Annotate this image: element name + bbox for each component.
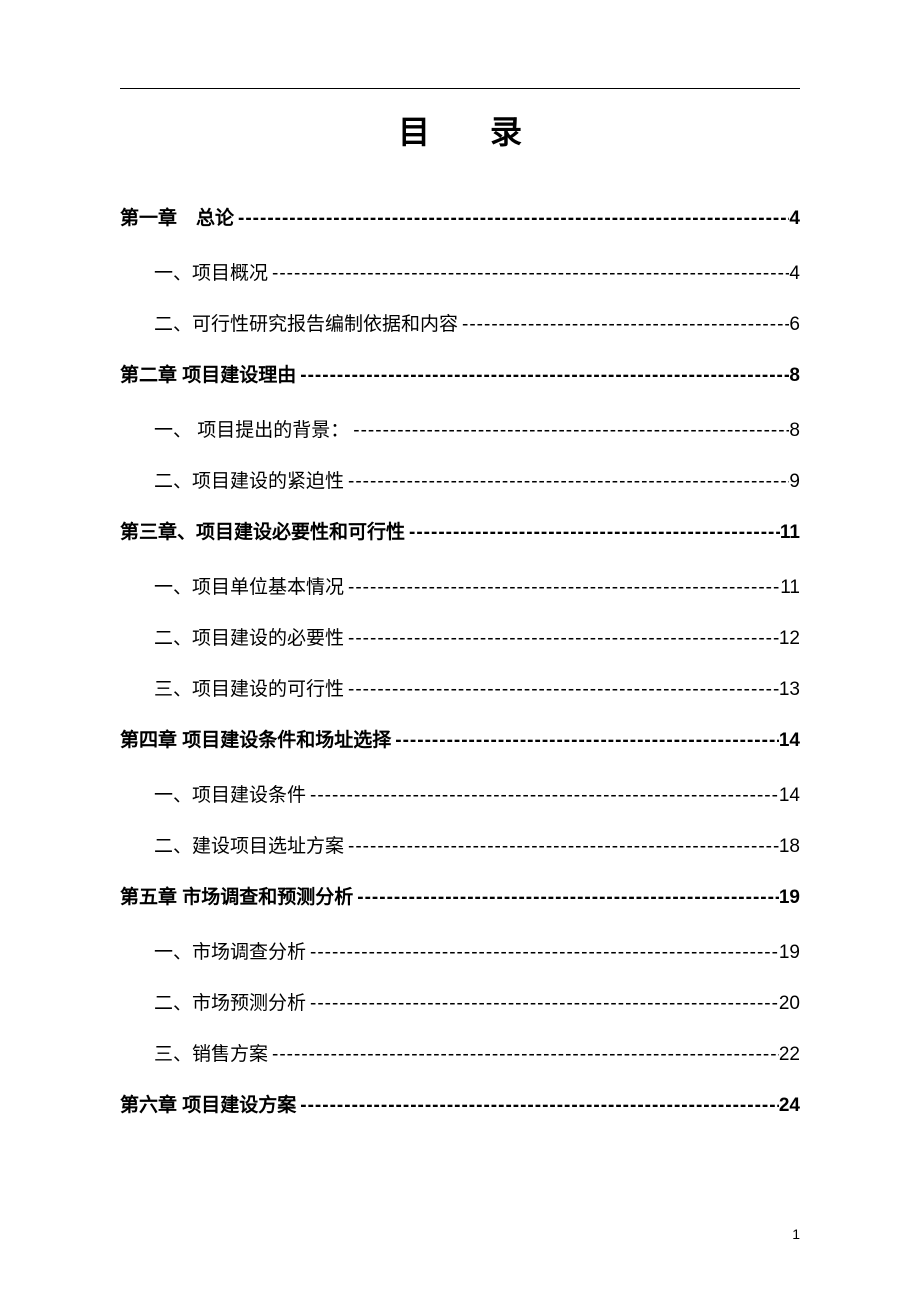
toc-leader — [349, 420, 789, 442]
toc-label: 二、市场预测分析 — [154, 988, 306, 1015]
toc-page: 9 — [789, 471, 800, 493]
toc-page: 19 — [779, 942, 800, 964]
toc-page: 4 — [789, 208, 800, 230]
toc-label: 一、项目建设条件 — [154, 780, 306, 807]
toc-sub-item: 一、市场调查分析 19 — [120, 937, 800, 964]
toc-label: 第三章、项目建设必要性和可行性 — [120, 517, 405, 544]
toc-leader — [344, 836, 779, 858]
toc-leader — [353, 887, 779, 909]
toc-leader — [296, 365, 789, 387]
toc-page: 4 — [789, 263, 800, 285]
toc-chapter: 第三章、项目建设必要性和可行性 11 — [120, 517, 800, 544]
toc-leader — [296, 1095, 779, 1117]
toc-label: 二、建设项目选址方案 — [154, 831, 344, 858]
toc-label: 第六章 项目建设方案 — [120, 1090, 296, 1117]
toc-container: 第一章 总论 4 一、项目概况 4 二、可行性研究报告编制依据和内容 6 第二章 项目建设理… — [120, 203, 800, 1117]
toc-leader — [405, 522, 780, 544]
toc-sub-item: 二、项目建设的必要性 12 — [120, 623, 800, 650]
toc-label: 三、项目建设的可行性 — [154, 674, 344, 701]
toc-leader — [306, 993, 779, 1015]
toc-sub-item: 二、市场预测分析 20 — [120, 988, 800, 1015]
toc-label: 一、市场调查分析 — [154, 937, 306, 964]
toc-page: 11 — [780, 577, 800, 599]
toc-leader — [234, 208, 789, 230]
document-page: 目录 第一章 总论 4 一、项目概况 4 二、可行性研究报告编制依据和内容 6 第二章 项目… — [0, 0, 920, 1302]
toc-leader — [458, 314, 789, 336]
toc-label: 二、项目建设的必要性 — [154, 623, 344, 650]
toc-page: 13 — [779, 679, 800, 701]
toc-label: 第四章 项目建设条件和场址选择 — [120, 725, 391, 752]
toc-leader — [344, 577, 780, 599]
toc-label: 第二章 项目建设理由 — [120, 360, 296, 387]
toc-label: 一、 项目提出的背景： — [154, 415, 349, 442]
toc-sub-item: 二、可行性研究报告编制依据和内容 6 — [120, 309, 800, 336]
toc-page: 12 — [779, 628, 800, 650]
toc-page: 24 — [779, 1095, 800, 1117]
toc-title: 目录 — [120, 107, 800, 153]
toc-label: 第一章 总论 — [120, 203, 234, 230]
toc-leader — [344, 471, 789, 493]
toc-leader — [391, 730, 779, 752]
toc-sub-item: 三、销售方案 22 — [120, 1039, 800, 1066]
toc-page: 14 — [779, 730, 800, 752]
toc-chapter: 第一章 总论 4 — [120, 203, 800, 230]
toc-page: 20 — [779, 993, 800, 1015]
toc-sub-item: 一、项目单位基本情况 11 — [120, 572, 800, 599]
toc-leader — [268, 263, 789, 285]
top-rule — [120, 88, 800, 89]
toc-leader — [344, 628, 779, 650]
toc-sub-item: 一、 项目提出的背景： 8 — [120, 415, 800, 442]
toc-page: 8 — [789, 420, 800, 442]
page-number: 1 — [792, 1226, 800, 1242]
toc-label: 一、项目概况 — [154, 258, 268, 285]
toc-page: 14 — [779, 785, 800, 807]
toc-page: 8 — [789, 365, 800, 387]
toc-page: 11 — [780, 522, 800, 544]
toc-sub-item: 二、建设项目选址方案 18 — [120, 831, 800, 858]
toc-sub-item: 二、项目建设的紧迫性 9 — [120, 466, 800, 493]
toc-sub-item: 一、项目建设条件 14 — [120, 780, 800, 807]
toc-sub-item: 三、项目建设的可行性 13 — [120, 674, 800, 701]
toc-leader — [306, 942, 779, 964]
toc-chapter: 第五章 市场调查和预测分析 19 — [120, 882, 800, 909]
toc-label: 二、可行性研究报告编制依据和内容 — [154, 309, 458, 336]
toc-chapter: 第四章 项目建设条件和场址选择 14 — [120, 725, 800, 752]
toc-label: 三、销售方案 — [154, 1039, 268, 1066]
toc-label: 一、项目单位基本情况 — [154, 572, 344, 599]
toc-leader — [306, 785, 779, 807]
toc-leader — [268, 1044, 779, 1066]
toc-leader — [344, 679, 779, 701]
toc-label: 第五章 市场调查和预测分析 — [120, 882, 353, 909]
toc-page: 22 — [779, 1044, 800, 1066]
toc-chapter: 第二章 项目建设理由 8 — [120, 360, 800, 387]
toc-page: 6 — [789, 314, 800, 336]
toc-sub-item: 一、项目概况 4 — [120, 258, 800, 285]
toc-page: 18 — [779, 836, 800, 858]
toc-page: 19 — [779, 887, 800, 909]
toc-label: 二、项目建设的紧迫性 — [154, 466, 344, 493]
toc-chapter: 第六章 项目建设方案 24 — [120, 1090, 800, 1117]
